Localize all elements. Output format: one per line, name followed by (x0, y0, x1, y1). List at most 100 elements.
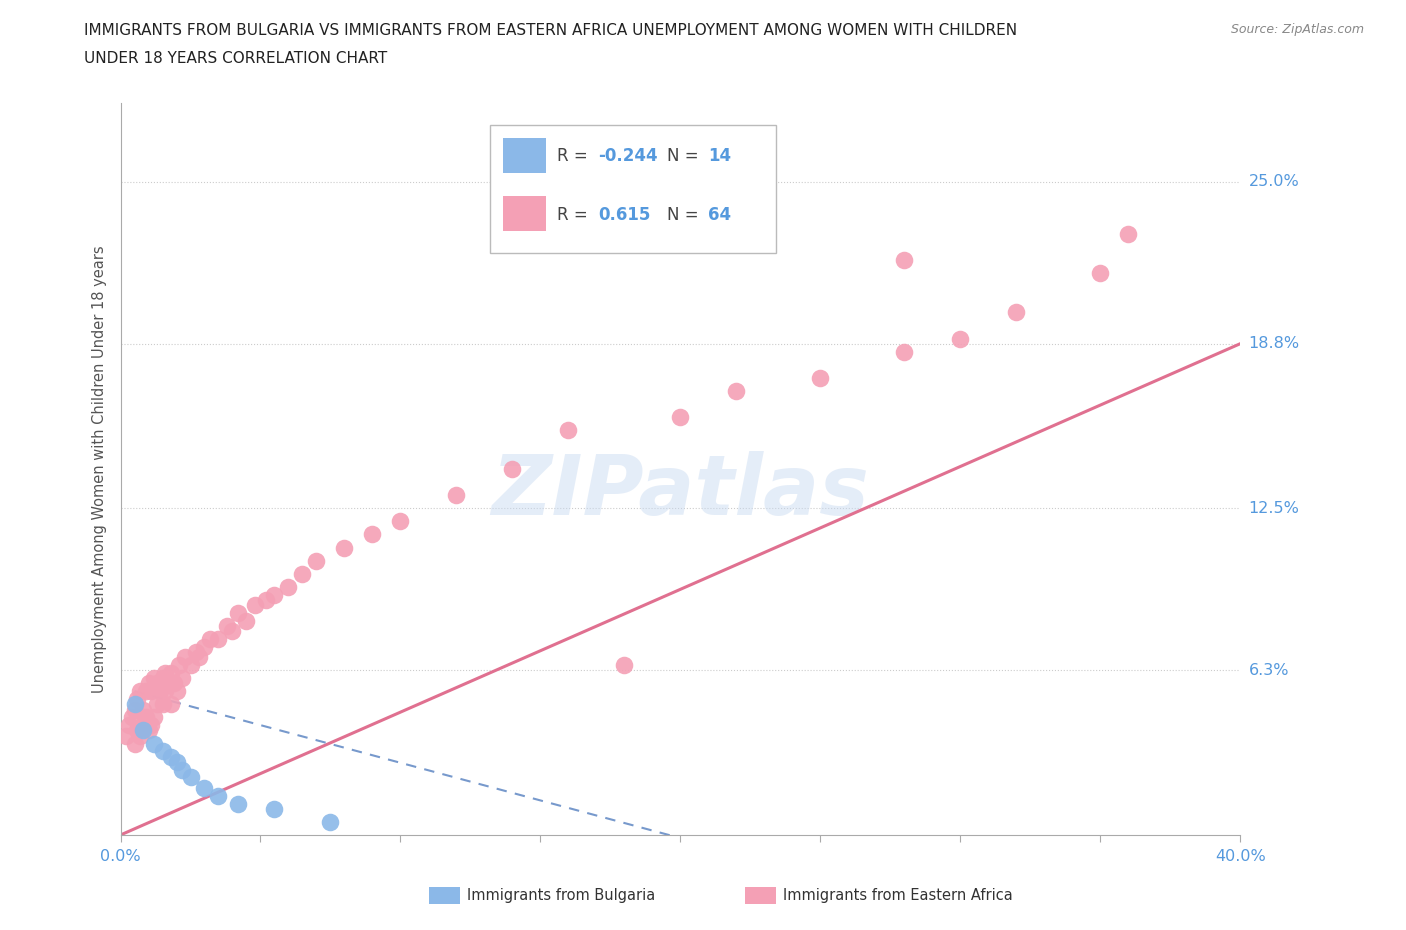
Point (207, 789, 229, 804)
Point (141, 684, 163, 698)
Point (163, 676, 186, 691)
Point (129, 684, 152, 698)
FancyBboxPatch shape (503, 196, 546, 232)
Text: 0.0%: 0.0% (100, 849, 141, 864)
Point (157, 676, 180, 691)
Point (149, 684, 172, 698)
Point (193, 640, 215, 655)
Point (138, 723, 160, 737)
Text: Immigrants from Eastern Africa: Immigrants from Eastern Africa (783, 888, 1012, 903)
Point (179, 658, 201, 672)
Point (138, 676, 160, 691)
Text: Immigrants from Bulgaria: Immigrants from Bulgaria (467, 888, 655, 903)
Point (305, 553, 328, 568)
Point (160, 750, 183, 764)
Point (291, 566, 314, 581)
Point (127, 723, 149, 737)
Text: 14: 14 (709, 147, 731, 165)
FancyBboxPatch shape (491, 126, 776, 253)
Point (263, 587, 285, 602)
Point (254, 592, 277, 607)
Point (135, 710, 157, 724)
Point (169, 658, 191, 672)
Point (319, 815, 342, 830)
Point (135, 684, 157, 698)
Point (613, 658, 636, 672)
Point (152, 671, 174, 685)
Point (146, 676, 169, 691)
Point (132, 702, 155, 717)
Point (235, 613, 257, 628)
Point (277, 579, 299, 594)
Point (124, 697, 146, 711)
Point (1005, 305, 1028, 320)
Point (124, 702, 146, 717)
Point (166, 754, 188, 769)
Point (226, 796, 249, 811)
Point (207, 631, 229, 646)
Point (160, 697, 183, 711)
Point (143, 671, 166, 685)
Point (129, 728, 152, 743)
Point (179, 770, 201, 785)
Point (115, 728, 138, 743)
Point (949, 331, 972, 346)
Text: 12.5%: 12.5% (1249, 501, 1299, 516)
Point (725, 383, 748, 398)
Point (143, 710, 166, 724)
Point (375, 841, 398, 856)
Point (198, 631, 221, 646)
Point (155, 684, 177, 698)
Text: Source: ZipAtlas.com: Source: ZipAtlas.com (1230, 23, 1364, 36)
Point (174, 650, 197, 665)
Point (1090, 266, 1112, 281)
Point (127, 692, 149, 707)
Text: 18.8%: 18.8% (1249, 337, 1299, 352)
Point (132, 718, 155, 733)
Point (132, 723, 155, 737)
Point (143, 736, 166, 751)
Point (389, 514, 412, 529)
Point (193, 780, 215, 795)
Text: 40.0%: 40.0% (1215, 849, 1265, 864)
Point (221, 624, 243, 639)
Point (263, 802, 285, 817)
Text: -0.244: -0.244 (599, 147, 658, 165)
Point (557, 422, 579, 437)
Point (152, 744, 174, 759)
Point (146, 697, 169, 711)
Point (166, 684, 188, 698)
Point (333, 540, 356, 555)
Point (361, 527, 384, 542)
Text: 64: 64 (709, 206, 731, 223)
Text: 6.3%: 6.3% (1249, 663, 1289, 678)
Text: ZIPatlas: ZIPatlas (492, 451, 869, 532)
Point (215, 618, 238, 633)
Point (118, 718, 141, 733)
Text: N =: N = (666, 147, 704, 165)
Point (243, 598, 266, 613)
Text: R =: R = (557, 206, 593, 223)
Y-axis label: Unemployment Among Women with Children Under 18 years: Unemployment Among Women with Children U… (93, 246, 107, 693)
Text: IMMIGRANTS FROM BULGARIA VS IMMIGRANTS FROM EASTERN AFRICA UNEMPLOYMENT AMONG WO: IMMIGRANTS FROM BULGARIA VS IMMIGRANTS F… (84, 23, 1018, 38)
Point (893, 253, 915, 268)
Text: R =: R = (557, 147, 593, 165)
Text: 25.0%: 25.0% (1249, 174, 1299, 189)
Point (172, 671, 194, 685)
Point (121, 710, 143, 724)
Text: 0.615: 0.615 (599, 206, 651, 223)
Text: N =: N = (666, 206, 704, 223)
Point (808, 370, 831, 385)
Point (1116, 227, 1139, 242)
Point (160, 666, 183, 681)
Point (152, 697, 174, 711)
Point (155, 666, 177, 681)
FancyBboxPatch shape (503, 138, 546, 173)
Point (669, 409, 692, 424)
Point (141, 718, 163, 733)
Point (187, 650, 209, 665)
Point (226, 605, 249, 620)
Point (172, 763, 194, 777)
Text: UNDER 18 YEARS CORRELATION CHART: UNDER 18 YEARS CORRELATION CHART (84, 51, 388, 66)
Point (501, 461, 523, 476)
